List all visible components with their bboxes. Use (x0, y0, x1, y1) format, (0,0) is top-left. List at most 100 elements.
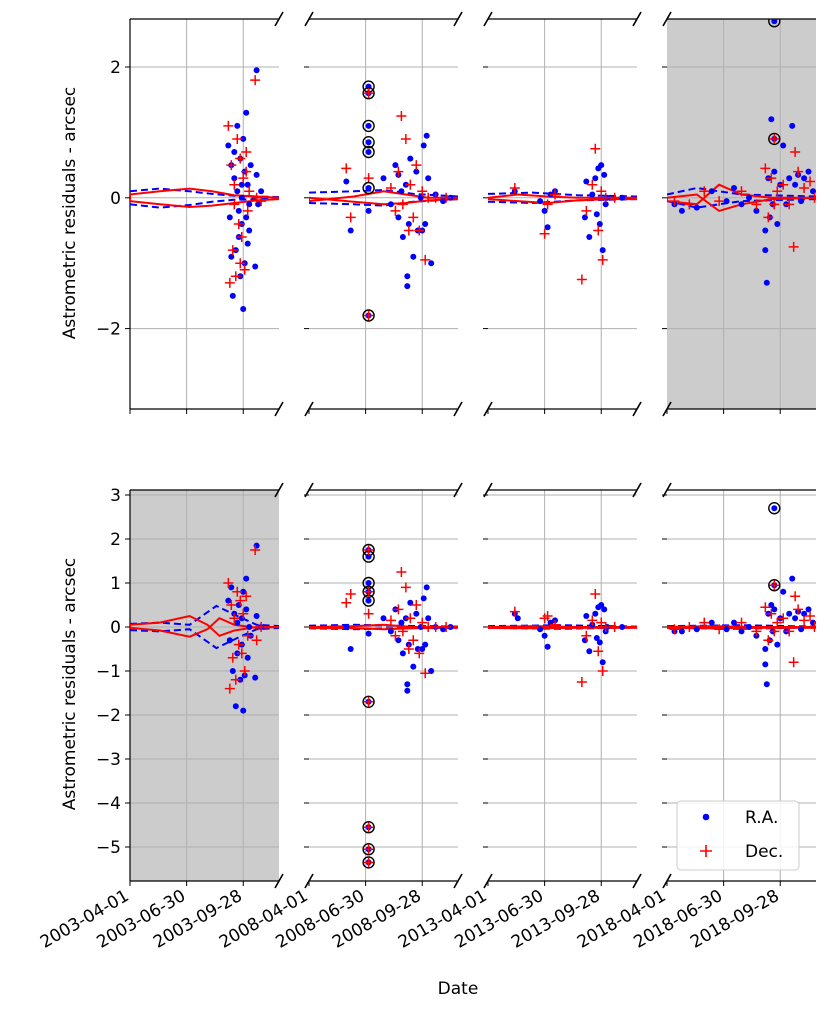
legend-ra-label: R.A. (745, 808, 778, 828)
ra-model-upper-curve (667, 186, 816, 198)
dec-point (238, 608, 249, 619)
ra-outlier-point (365, 149, 372, 155)
outlier-circle (362, 585, 375, 598)
data-layer (667, 19, 816, 286)
dec-point (799, 182, 810, 193)
dec-point (772, 186, 783, 197)
axis-break-mark-left (662, 401, 672, 417)
dec-point (341, 163, 352, 174)
panel-top-2013 (483, 11, 642, 417)
dec-point (235, 258, 246, 269)
ra-point (678, 207, 685, 214)
axis-break-mark-right (632, 401, 642, 417)
dec-point (223, 578, 234, 588)
ra-point (229, 668, 236, 674)
dec-point (784, 199, 795, 210)
dec-point (405, 179, 416, 190)
ra-point (343, 624, 350, 630)
dec-point (600, 192, 611, 203)
dec-point (393, 166, 404, 177)
dec-point (242, 205, 253, 216)
axis-break-mark-right (274, 482, 284, 498)
ra-point (780, 588, 787, 595)
ra-point (599, 247, 606, 254)
legend-ra-marker (702, 813, 710, 821)
dec-point (229, 613, 240, 624)
dec-point (581, 205, 592, 216)
ra-point (240, 135, 247, 142)
ra-point (238, 194, 245, 201)
axis-break-mark-left (662, 11, 672, 27)
dec-point (539, 228, 550, 239)
outlier-circle (362, 181, 375, 195)
ra-point (234, 619, 241, 626)
ra-point (404, 273, 411, 280)
dec-point (250, 75, 261, 86)
y-tick-label: −3 (96, 750, 121, 770)
data-layer (130, 67, 279, 312)
dec-point (587, 179, 598, 190)
ra-point (586, 234, 593, 240)
axis-break-mark-left (304, 11, 314, 27)
ra-point (601, 606, 608, 613)
ra-point (253, 613, 260, 619)
y-tick-label: 0 (110, 189, 121, 209)
ra-point (235, 207, 242, 214)
ra-point (581, 214, 588, 221)
dec-point (576, 677, 587, 687)
outlier-circle (768, 19, 781, 28)
dec-point (400, 133, 411, 144)
ra-point (792, 615, 799, 622)
ra-point (789, 122, 796, 129)
ra-point (229, 292, 236, 299)
dec-point (230, 674, 241, 685)
ra-point (678, 628, 685, 635)
ra-point (805, 168, 812, 175)
y-tick-label: −4 (96, 794, 121, 814)
ra-point (347, 227, 354, 234)
dec-point (403, 644, 414, 654)
ra-point (234, 188, 241, 195)
dec-point (793, 166, 804, 177)
ra-point (768, 116, 775, 123)
dec-point (233, 218, 244, 229)
dec-point (684, 199, 695, 210)
dec-point (736, 617, 747, 628)
data-layer (309, 543, 458, 869)
dec-point (581, 630, 592, 641)
ra-point (593, 211, 600, 218)
dec-point (597, 254, 608, 265)
ra-point (240, 306, 247, 312)
ra-point (365, 630, 372, 637)
dec-point (600, 622, 611, 632)
dec-point (230, 271, 241, 282)
dec-point (393, 604, 404, 615)
dec-point (751, 626, 762, 637)
dec-point (241, 166, 252, 177)
dec-point (597, 666, 608, 676)
dec-point (596, 617, 607, 628)
ra-point (225, 597, 232, 604)
outlier-circle (363, 526, 374, 537)
axis-break-mark-right (274, 401, 284, 417)
ra-model-upper-curve (130, 604, 279, 628)
ra-point (244, 181, 251, 188)
dec-point (235, 153, 246, 164)
dec-point (788, 657, 799, 668)
ra-point (693, 204, 700, 211)
ra-point (592, 175, 599, 182)
panel-top-2003: 2 0 −2 (96, 11, 284, 417)
dec-point (763, 212, 774, 223)
ra-point (537, 198, 544, 205)
ra-point (395, 214, 402, 221)
dec-point (411, 160, 422, 171)
ra-point (425, 615, 432, 622)
dec-point (809, 192, 816, 203)
ra-point (226, 214, 233, 221)
dec-point (403, 225, 414, 236)
dec-point (224, 683, 235, 694)
ra-point (405, 221, 412, 227)
dec-point (542, 611, 553, 621)
